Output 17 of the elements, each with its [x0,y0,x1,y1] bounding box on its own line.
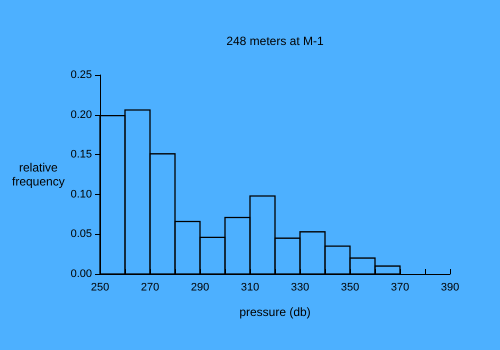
chart-title: 248 meters at M-1 [226,34,324,48]
x-tick-label: 390 [440,282,460,294]
x-tick-label: 370 [390,282,410,294]
y-tick-label: 0.00 [70,268,92,280]
y-tick-label: 0.10 [70,188,92,200]
y-tick-label: 0.25 [70,69,92,81]
y-tick-label: 0.20 [70,108,92,121]
y-axis-title: relative frequency [12,160,65,188]
x-tick-label: 310 [240,282,260,294]
x-tick-label: 330 [290,282,310,294]
y-tick-label: 0.15 [70,148,92,161]
x-axis-title: pressure (db) [239,305,311,319]
x-tick-label: 350 [340,282,360,294]
x-tick-label: 250 [90,282,110,294]
x-tick-label: 290 [190,282,210,294]
y-tick-label: 0.05 [70,228,92,240]
x-tick-label: 270 [140,282,160,294]
